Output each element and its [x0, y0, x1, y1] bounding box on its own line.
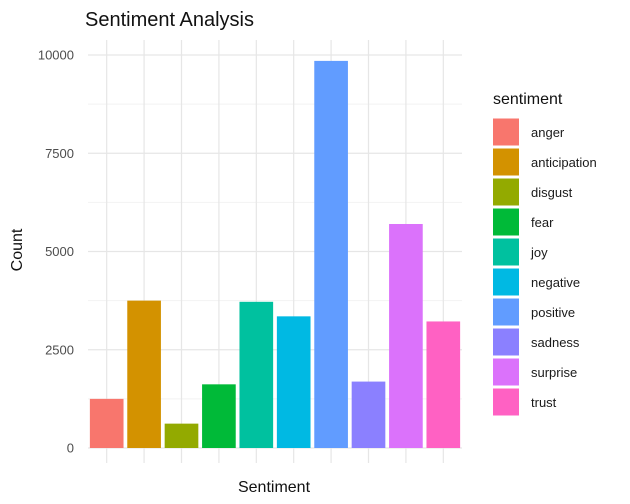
legend-key-fear	[493, 208, 519, 236]
legend-key-joy	[493, 238, 519, 266]
legend-label-anticipation: anticipation	[531, 155, 597, 170]
y-tick-label: 10000	[38, 48, 74, 63]
legend-key-surprise	[493, 358, 519, 386]
chart-title: Sentiment Analysis	[85, 9, 254, 31]
legend: sentiment anger anticipation disgust fear jo…	[493, 91, 597, 416]
legend-key-positive	[493, 298, 519, 326]
y-tick-label: 5000	[45, 244, 74, 259]
legend-key-anticipation	[493, 148, 519, 176]
legend-key-sadness	[493, 328, 519, 356]
x-axis-title: Sentiment	[238, 479, 311, 496]
legend-key-disgust	[493, 178, 519, 206]
legend-key-negative	[493, 268, 519, 296]
legend-label-fear: fear	[531, 215, 554, 230]
legend-key-anger	[493, 118, 519, 146]
bars	[89, 60, 461, 449]
legend-key-trust	[493, 388, 519, 416]
bar-sadness	[351, 381, 386, 448]
legend-label-positive: positive	[531, 305, 575, 320]
y-tick-label: 0	[67, 441, 74, 456]
legend-label-disgust: disgust	[531, 185, 573, 200]
y-axis-ticks: 0 2500 5000 7500 10000	[38, 48, 74, 456]
bar-disgust	[164, 423, 199, 448]
legend-label-anger: anger	[531, 125, 565, 140]
bar-surprise	[389, 223, 423, 448]
legend-label-trust: trust	[531, 395, 557, 410]
y-tick-label: 7500	[45, 146, 74, 161]
bar-fear	[202, 384, 236, 448]
legend-label-joy: joy	[530, 245, 548, 260]
bar-anger	[89, 398, 124, 448]
bar-trust	[426, 321, 461, 448]
legend-label-sadness: sadness	[531, 335, 580, 350]
legend-label-negative: negative	[531, 275, 580, 290]
legend-title: sentiment	[493, 91, 563, 108]
y-tick-label: 2500	[45, 342, 74, 357]
bar-anticipation	[127, 300, 161, 448]
y-axis-title: Count	[9, 228, 26, 271]
bar-negative	[276, 316, 311, 448]
legend-label-surprise: surprise	[531, 365, 577, 380]
bar-joy	[239, 301, 274, 448]
bar-positive	[314, 60, 348, 449]
